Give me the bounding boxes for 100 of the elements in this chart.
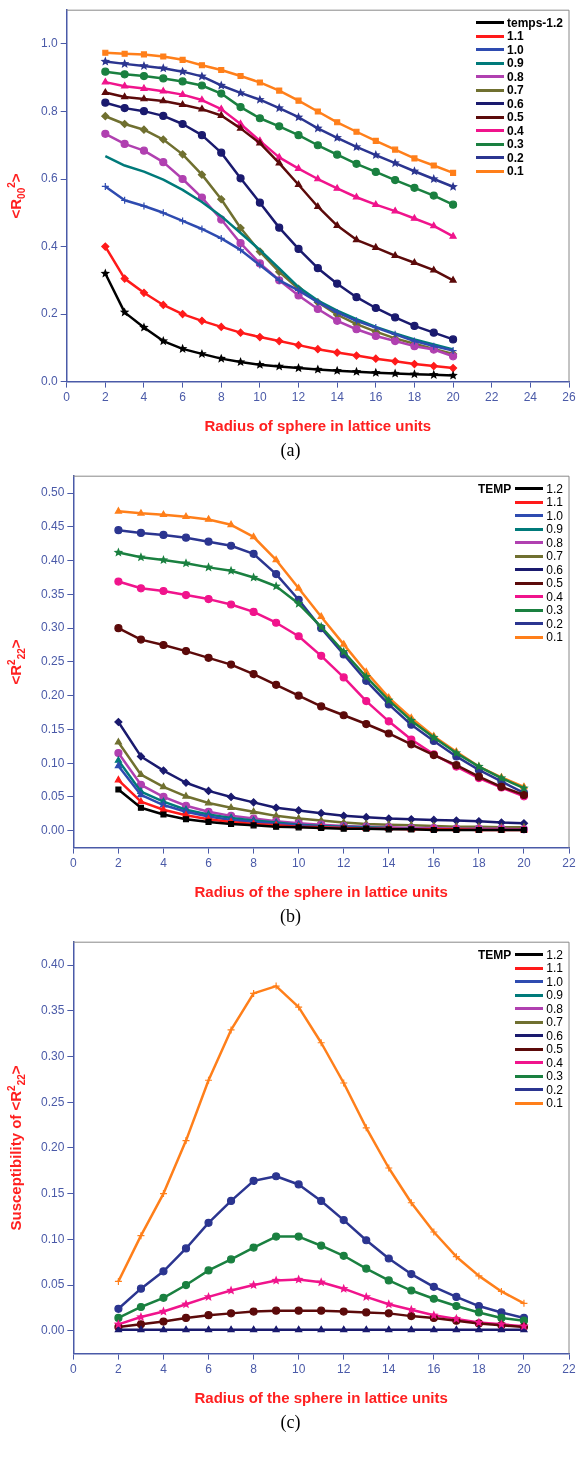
x-tick-label: 4 xyxy=(160,856,168,871)
y-tick-label: 0.40 xyxy=(41,552,65,567)
y-tick-label: 0.4 xyxy=(40,238,58,253)
x-tick-label: 6 xyxy=(205,856,213,871)
x-tick-label: 26 xyxy=(562,390,576,405)
x-tick-label: 6 xyxy=(205,1362,213,1377)
x-tick-label: 22 xyxy=(562,1362,576,1377)
x-tick-label: 16 xyxy=(427,856,441,871)
y-tick-label: 0.30 xyxy=(41,1048,65,1063)
legend-label: 0.1 xyxy=(546,630,563,645)
y-tick-label: 0.20 xyxy=(41,687,65,702)
legend-label: 0.5 xyxy=(546,576,563,591)
legend-label: 1.0 xyxy=(546,974,563,989)
legend-label: 0.9 xyxy=(546,988,563,1003)
y-tick-label: 0.25 xyxy=(41,1094,65,1109)
legend-label: temps-1.2 xyxy=(506,15,563,30)
legend-label: 0.5 xyxy=(546,1042,563,1057)
x-axis-title: Radius of the sphere in lattice units xyxy=(194,1389,448,1407)
x-tick-label: 20 xyxy=(446,390,461,405)
x-tick-label: 12 xyxy=(337,856,351,871)
legend-label: 1.0 xyxy=(506,42,524,57)
x-tick-label: 18 xyxy=(472,856,486,871)
y-tick-label: 1.0 xyxy=(40,36,58,51)
x-tick-label: 4 xyxy=(160,1362,168,1377)
x-tick-label: 14 xyxy=(382,1362,396,1377)
legend-label: 0.3 xyxy=(546,1069,563,1084)
x-tick-label: 10 xyxy=(291,1362,306,1377)
legend-label: 0.6 xyxy=(506,96,524,111)
y-tick-label: 0.05 xyxy=(41,1277,65,1292)
legend-label: 0.2 xyxy=(506,150,524,165)
y-tick-label: 0.35 xyxy=(41,1003,65,1018)
legend-label: 0.6 xyxy=(546,562,563,577)
x-tick-label: 2 xyxy=(115,856,123,871)
x-tick-label: 12 xyxy=(337,1362,351,1377)
y-tick-label: 0.6 xyxy=(40,171,58,186)
legend-label: 1.1 xyxy=(546,495,563,510)
legend-label: 0.8 xyxy=(546,1001,563,1016)
y-tick-label: 0.25 xyxy=(41,654,65,669)
y-tick-label: 0.50 xyxy=(41,485,65,500)
legend-label: 0.6 xyxy=(546,1028,563,1043)
x-tick-label: 20 xyxy=(517,856,531,871)
legend-label: 0.3 xyxy=(506,137,524,152)
x-tick-label: 20 xyxy=(517,1362,531,1377)
x-tick-label: 2 xyxy=(115,1362,123,1377)
x-tick-label: 14 xyxy=(330,390,345,405)
legend-label: 0.1 xyxy=(506,164,524,179)
legend-label: 1.2 xyxy=(546,481,563,496)
y-tick-label: 0.15 xyxy=(41,721,65,736)
x-tick-label: 18 xyxy=(472,1362,486,1377)
x-tick-label: 0 xyxy=(70,1362,78,1377)
legend-label: 0.5 xyxy=(506,110,524,125)
x-tick-label: 22 xyxy=(562,856,576,871)
x-tick-label: 18 xyxy=(407,390,422,405)
text: (c) xyxy=(279,1412,302,1434)
y-tick-label: 0.30 xyxy=(41,620,65,635)
text: (b) xyxy=(279,906,302,928)
legend-title: TEMP xyxy=(477,481,512,496)
x-tick-label: 10 xyxy=(253,390,267,405)
y-tick-label: 0.8 xyxy=(40,103,58,118)
legend-label: 0.3 xyxy=(546,603,563,618)
x-tick-label: 0 xyxy=(70,856,78,871)
x-tick-label: 24 xyxy=(523,390,538,405)
y-tick-label: 0.40 xyxy=(41,957,65,972)
legend-label: 1.0 xyxy=(546,508,563,523)
legend-label: 0.7 xyxy=(546,549,563,564)
y-tick-label: 0.00 xyxy=(41,1323,65,1338)
legend-label: 0.7 xyxy=(546,1015,563,1030)
x-tick-label: 14 xyxy=(382,856,396,871)
legend-label: 0.2 xyxy=(546,1082,563,1097)
y-tick-label: 0.10 xyxy=(41,1231,65,1246)
x-tick-label: 16 xyxy=(427,1362,441,1377)
x-tick-label: 0 xyxy=(63,390,71,405)
legend-label: 0.4 xyxy=(546,1055,563,1070)
legend-label: 0.8 xyxy=(506,69,524,84)
x-tick-label: 6 xyxy=(179,390,187,405)
x-tick-label: 22 xyxy=(485,390,499,405)
x-tick-label: 4 xyxy=(140,390,148,405)
x-axis-title: Radius of the sphere in lattice units xyxy=(194,883,448,901)
x-tick-label: 2 xyxy=(101,390,109,405)
x-tick-label: 8 xyxy=(217,390,225,405)
legend-title: TEMP xyxy=(477,947,512,962)
legend-label: 1.1 xyxy=(546,961,563,976)
y-tick-label: 0.20 xyxy=(41,1140,65,1155)
y-tick-label: 0.15 xyxy=(41,1185,65,1200)
legend-label: 0.8 xyxy=(546,535,563,550)
x-tick-label: 8 xyxy=(250,856,258,871)
y-tick-label: 0.00 xyxy=(41,823,65,838)
x-tick-label: 10 xyxy=(291,856,306,871)
legend-label: 0.7 xyxy=(506,83,524,98)
legend-label: 1.1 xyxy=(506,29,524,44)
legend-label: 0.9 xyxy=(506,56,524,71)
x-tick-label: 8 xyxy=(250,1362,258,1377)
y-tick-label: 0.2 xyxy=(40,306,58,321)
legend-label: 0.1 xyxy=(546,1096,563,1111)
x-tick-label: 12 xyxy=(291,390,306,405)
legend-label: 0.4 xyxy=(506,123,524,138)
y-tick-label: 0.10 xyxy=(41,755,65,770)
x-axis-title: Radius of sphere in lattice units xyxy=(204,417,432,435)
text: (a) xyxy=(279,440,302,462)
x-tick-label: 16 xyxy=(369,390,383,405)
